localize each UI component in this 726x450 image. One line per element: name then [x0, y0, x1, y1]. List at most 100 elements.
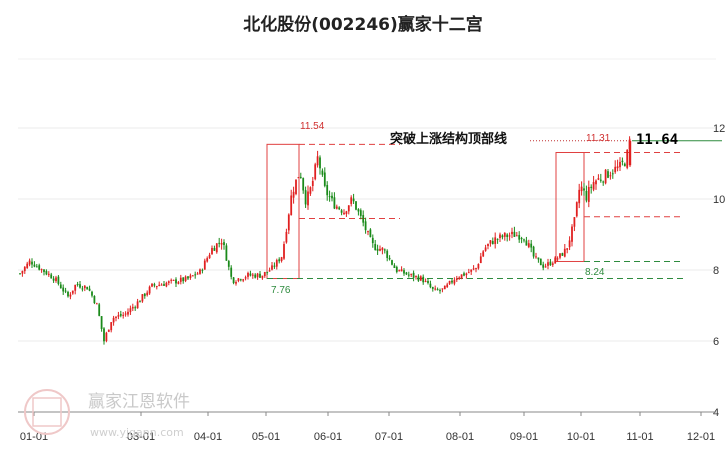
- candle-body: [71, 290, 74, 294]
- candle-body: [40, 269, 43, 271]
- candle-body: [158, 284, 161, 286]
- candle-body: [465, 273, 468, 276]
- candle-body: [76, 284, 79, 286]
- candle-body: [187, 276, 189, 279]
- candle-body: [227, 261, 230, 267]
- candle-body: [415, 276, 417, 278]
- candle-body: [340, 210, 343, 213]
- candle-body: [547, 262, 549, 266]
- candle-body: [28, 260, 31, 265]
- candle-body: [251, 274, 254, 276]
- candle-body: [208, 254, 211, 259]
- right-low-label: 8.24: [585, 267, 605, 278]
- candle-body: [383, 249, 386, 251]
- candle-body: [110, 322, 113, 331]
- x-tick-label: 09-01: [510, 431, 538, 443]
- x-tick-label: 07-01: [375, 431, 403, 443]
- x-tick-label: 10-01: [567, 431, 595, 443]
- candle-body: [256, 273, 259, 278]
- candle-body: [43, 269, 45, 272]
- candle-body: [343, 212, 345, 215]
- candle-body: [235, 281, 237, 284]
- candle-body: [206, 258, 209, 262]
- candle-body: [621, 160, 624, 162]
- candle-body: [446, 284, 449, 287]
- candle-body: [523, 239, 525, 241]
- candle-body: [151, 283, 153, 287]
- candle-body: [364, 221, 367, 231]
- candle-body: [400, 269, 403, 272]
- candle-body: [467, 272, 470, 274]
- candle-body: [115, 316, 117, 319]
- candle-body: [611, 173, 614, 175]
- candle-body: [393, 265, 396, 269]
- candle-body: [580, 186, 583, 192]
- candle-body: [182, 277, 185, 282]
- candle-body: [95, 303, 98, 305]
- candle-body: [237, 278, 240, 281]
- candle-body: [278, 259, 281, 262]
- candle-body: [45, 271, 48, 275]
- candle-body: [74, 284, 77, 291]
- candle-body: [52, 278, 55, 281]
- candle-body: [551, 263, 554, 265]
- candle-body: [62, 287, 65, 292]
- candle-body: [38, 265, 41, 270]
- candle-body: [297, 177, 300, 179]
- candle-body: [374, 244, 377, 251]
- candle-body: [431, 287, 434, 289]
- candle-body: [359, 210, 362, 216]
- candle-body: [316, 156, 319, 166]
- candle-body: [448, 281, 451, 284]
- candle-body: [405, 272, 408, 275]
- candle-body: [410, 273, 413, 275]
- x-tick-label: 06-01: [314, 431, 342, 443]
- candle-body: [386, 250, 389, 258]
- candle-body: [578, 189, 581, 204]
- candle-body: [470, 269, 473, 272]
- candle-body: [537, 257, 540, 260]
- candle-body: [345, 211, 348, 214]
- candle-body: [139, 301, 141, 303]
- candle-body: [213, 248, 216, 251]
- candle-body: [503, 232, 506, 237]
- candle-body: [623, 163, 626, 167]
- candle-body: [563, 248, 566, 257]
- candle-body: [573, 217, 576, 227]
- candle-body: [518, 235, 521, 240]
- candle-body: [91, 291, 93, 296]
- candle-body: [544, 266, 547, 268]
- candle-body: [31, 261, 33, 265]
- candle-body: [395, 266, 398, 272]
- candle-body: [549, 261, 552, 266]
- candle-body: [398, 270, 401, 272]
- candle-body: [417, 276, 420, 281]
- y-tick-label: 8: [713, 265, 719, 277]
- candle-body: [134, 307, 137, 309]
- candle-body: [511, 231, 513, 235]
- candle-body: [211, 247, 213, 255]
- candle-body: [129, 308, 132, 313]
- candle-body: [602, 181, 605, 183]
- candle-body: [35, 266, 38, 268]
- candle-body: [218, 242, 221, 244]
- candle-body: [496, 238, 499, 240]
- candle-body: [247, 272, 249, 277]
- candle-body: [299, 176, 302, 178]
- candle-body: [271, 265, 273, 270]
- candle-body: [107, 329, 110, 332]
- candle-body: [319, 157, 321, 169]
- candle-body: [19, 273, 21, 275]
- candle-body: [83, 285, 86, 289]
- candle-body: [515, 235, 518, 237]
- y-axis-ticks: 12 10 8 6 4: [713, 123, 725, 419]
- watermark-site: www.yjgann.com: [90, 426, 184, 439]
- candle-body: [117, 315, 120, 317]
- candle-body: [604, 169, 607, 184]
- candle-body: [69, 294, 72, 297]
- candle-body: [136, 301, 139, 309]
- x-tick-label: 05-01: [252, 431, 280, 443]
- candle-body: [203, 260, 206, 270]
- structure-lines: [266, 140, 722, 280]
- candle-body: [292, 191, 295, 198]
